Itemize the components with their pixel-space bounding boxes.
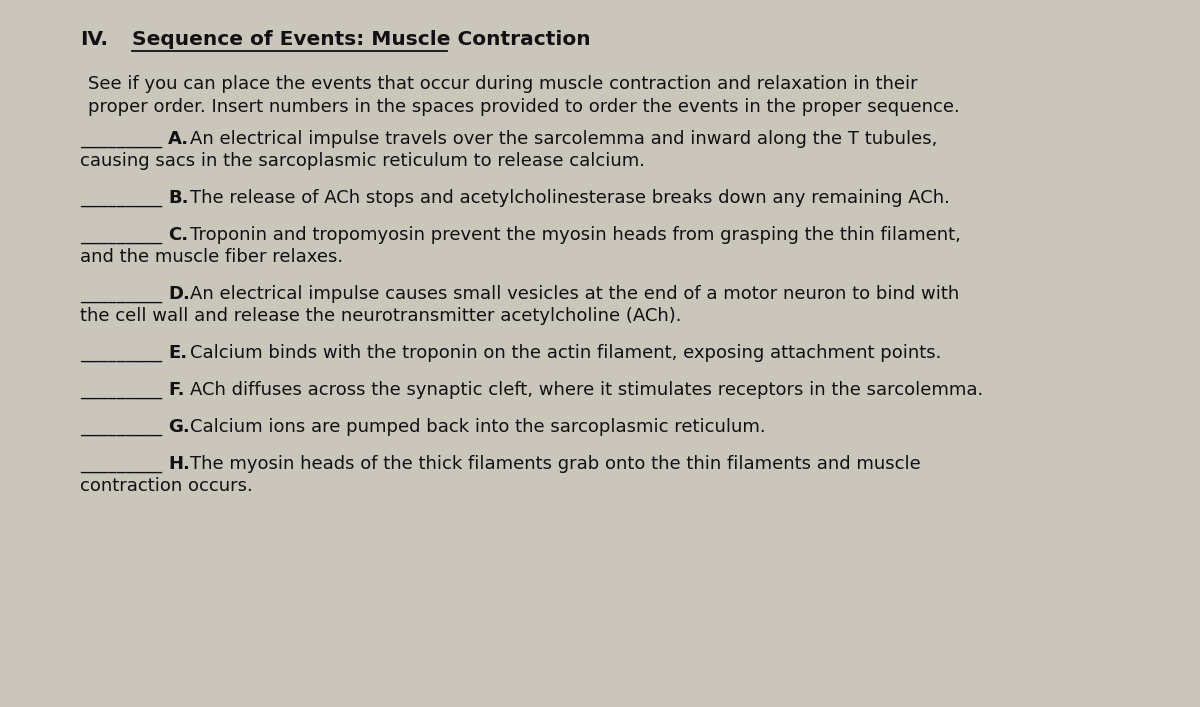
- Text: and the muscle fiber relaxes.: and the muscle fiber relaxes.: [80, 248, 343, 266]
- Text: An electrical impulse travels over the sarcolemma and inward along the T tubules: An electrical impulse travels over the s…: [190, 130, 937, 148]
- Text: D.: D.: [168, 285, 190, 303]
- Text: Troponin and tropomyosin prevent the myosin heads from grasping the thin filamen: Troponin and tropomyosin prevent the myo…: [190, 226, 961, 244]
- Text: _________: _________: [80, 344, 162, 362]
- Text: B.: B.: [168, 189, 188, 207]
- Text: E.: E.: [168, 344, 187, 362]
- Text: The release of ACh stops and acetylcholinesterase breaks down any remaining ACh.: The release of ACh stops and acetylcholi…: [190, 189, 950, 207]
- Text: _________: _________: [80, 418, 162, 436]
- Text: _________: _________: [80, 381, 162, 399]
- Text: IV.: IV.: [80, 30, 108, 49]
- Text: F.: F.: [168, 381, 185, 399]
- Text: _________: _________: [80, 189, 162, 207]
- Text: causing sacs in the sarcoplasmic reticulum to release calcium.: causing sacs in the sarcoplasmic reticul…: [80, 152, 646, 170]
- Text: G.: G.: [168, 418, 190, 436]
- Text: A.: A.: [168, 130, 190, 148]
- Text: proper order. Insert numbers in the spaces provided to order the events in the p: proper order. Insert numbers in the spac…: [88, 98, 960, 116]
- Text: contraction occurs.: contraction occurs.: [80, 477, 253, 495]
- Text: _________: _________: [80, 130, 162, 148]
- Text: The myosin heads of the thick filaments grab onto the thin filaments and muscle: The myosin heads of the thick filaments …: [190, 455, 920, 473]
- Text: An electrical impulse causes small vesicles at the end of a motor neuron to bind: An electrical impulse causes small vesic…: [190, 285, 959, 303]
- Text: _________: _________: [80, 285, 162, 303]
- Text: C.: C.: [168, 226, 188, 244]
- Text: See if you can place the events that occur during muscle contraction and relaxat: See if you can place the events that occ…: [88, 75, 918, 93]
- Text: the cell wall and release the neurotransmitter acetylcholine (ACh).: the cell wall and release the neurotrans…: [80, 307, 682, 325]
- Text: Calcium binds with the troponin on the actin filament, exposing attachment point: Calcium binds with the troponin on the a…: [190, 344, 941, 362]
- Text: _________: _________: [80, 226, 162, 244]
- Text: _________: _________: [80, 455, 162, 473]
- Text: Sequence of Events: Muscle Contraction: Sequence of Events: Muscle Contraction: [132, 30, 590, 49]
- Text: H.: H.: [168, 455, 190, 473]
- Text: Calcium ions are pumped back into the sarcoplasmic reticulum.: Calcium ions are pumped back into the sa…: [190, 418, 766, 436]
- Text: ACh diffuses across the synaptic cleft, where it stimulates receptors in the sar: ACh diffuses across the synaptic cleft, …: [190, 381, 983, 399]
